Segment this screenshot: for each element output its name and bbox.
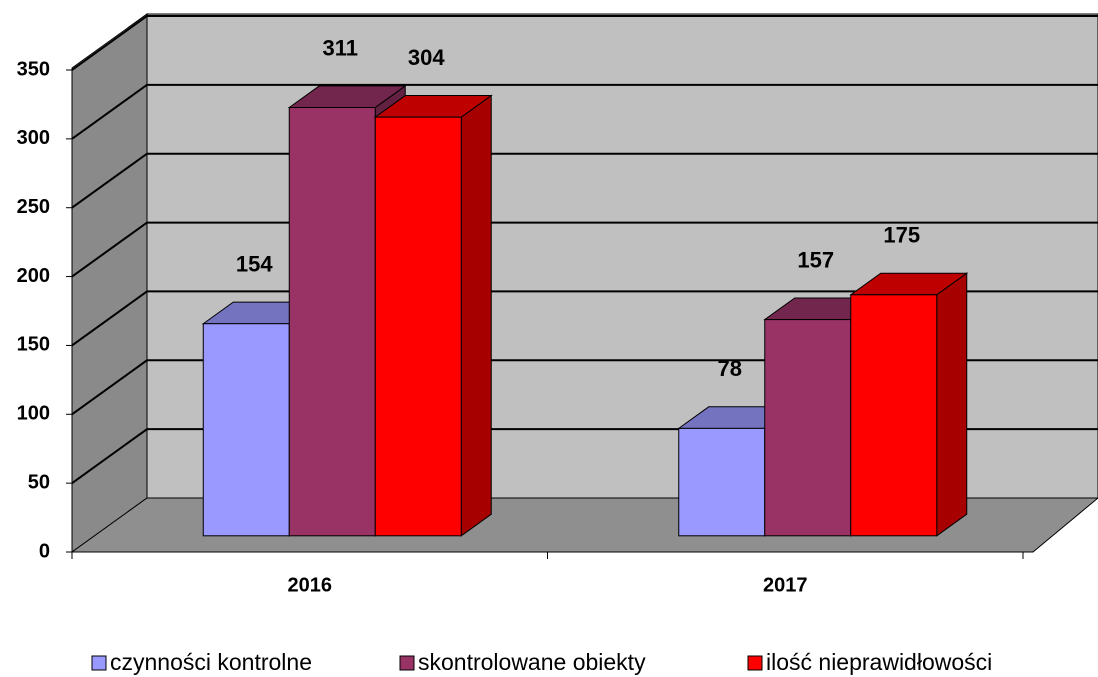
y-tick-label: 250 bbox=[17, 196, 50, 218]
bar bbox=[374, 116, 462, 537]
side-wall bbox=[71, 13, 148, 553]
y-tick-label: 100 bbox=[17, 403, 50, 425]
y-tick-label: 0 bbox=[39, 540, 50, 562]
legend-label: czynności kontrolne bbox=[110, 649, 312, 675]
grid-line bbox=[71, 290, 1098, 347]
y-tick-label: 200 bbox=[17, 265, 50, 287]
bar bbox=[678, 427, 766, 537]
grid-line bbox=[71, 15, 1098, 71]
legend-swatch bbox=[91, 655, 107, 671]
legend-swatch bbox=[399, 655, 415, 671]
bar bbox=[850, 294, 938, 537]
x-tick-label: 2016 bbox=[288, 574, 333, 596]
value-label: 304 bbox=[408, 45, 445, 70]
bar-side bbox=[460, 94, 492, 537]
value-label: 154 bbox=[236, 252, 273, 277]
legend-swatch bbox=[747, 655, 763, 671]
value-label: 311 bbox=[323, 35, 359, 60]
bar-side bbox=[936, 272, 968, 537]
y-tick-label: 300 bbox=[17, 127, 50, 149]
grid-line bbox=[71, 152, 1098, 209]
bar bbox=[202, 323, 290, 537]
value-label: 175 bbox=[883, 223, 920, 248]
grid-line bbox=[71, 221, 1098, 278]
y-tick-label: 150 bbox=[17, 334, 50, 356]
grid-line bbox=[71, 83, 1098, 140]
y-tick-label: 350 bbox=[17, 58, 50, 80]
y-tick-label: 50 bbox=[28, 471, 50, 493]
value-label: 157 bbox=[797, 247, 834, 272]
bar bbox=[288, 107, 376, 537]
legend-label: skontrolowane obiekty bbox=[418, 649, 646, 675]
value-label: 78 bbox=[718, 356, 742, 381]
legend-label: ilość nieprawidłowości bbox=[766, 649, 992, 675]
x-tick-label: 2017 bbox=[763, 574, 808, 596]
bar bbox=[764, 319, 852, 537]
